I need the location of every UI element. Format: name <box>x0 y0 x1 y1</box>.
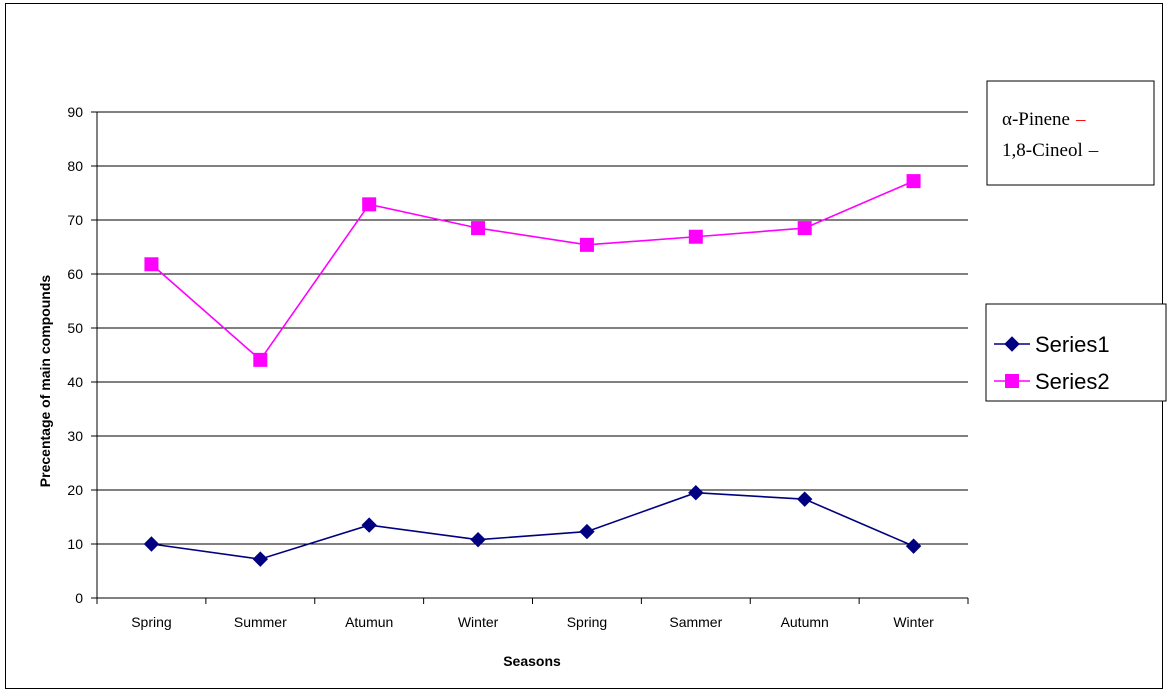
series-line-1 <box>151 491 914 560</box>
data-point-series-2 <box>362 197 377 212</box>
y-tick-label: 40 <box>67 374 83 390</box>
x-tick-label: Spring <box>131 614 171 630</box>
data-point-series-1 <box>905 538 922 554</box>
x-tick-label: Winter <box>893 614 934 630</box>
y-tick-label: 90 <box>67 104 83 120</box>
legend-label-2: Series2 <box>1035 369 1110 394</box>
compound-note-dash-1: – <box>1075 109 1086 130</box>
compound-note-label-2: 1,8-Cineol <box>1002 140 1083 161</box>
data-point-series-1 <box>470 531 486 548</box>
y-tick-label: 80 <box>67 158 83 174</box>
compound-note-border <box>986 80 1155 186</box>
y-tick-label: 50 <box>67 320 83 336</box>
data-point-series-2 <box>797 221 812 236</box>
compound-note-line-2: 1,8-Cineol – <box>1002 140 1099 161</box>
data-point-series-1 <box>361 517 377 533</box>
legend-swatch-marker-2 <box>1005 374 1019 388</box>
data-point-series-2 <box>688 229 703 244</box>
compound-note-label-1: α-Pinene <box>1002 109 1070 130</box>
x-tick-label: Sammer <box>669 614 722 630</box>
y-tick-label: 70 <box>67 212 83 228</box>
data-point-series-1 <box>796 491 813 507</box>
data-point-series-1 <box>252 551 269 567</box>
legend-label-1: Series1 <box>1035 332 1110 357</box>
x-tick-labels: Spring Summer Atumun Winter Spring Sammer Autu… <box>131 614 934 630</box>
legend: Series1 Series2 <box>985 303 1167 402</box>
compound-note-line-1: α-Pinene – <box>1002 109 1086 130</box>
x-tick-label: Spring <box>567 614 607 630</box>
data-point-series-2 <box>579 237 594 252</box>
y-axis-title: Precentage of main compounds <box>37 275 53 488</box>
y-tick-label: 10 <box>67 536 83 552</box>
x-tick-label: Autumn <box>781 614 829 630</box>
legend-swatch-marker-1 <box>1004 336 1020 352</box>
data-point-series-2 <box>471 221 486 236</box>
gridlines <box>97 111 968 545</box>
y-tick-labels: 0 10 20 30 40 50 60 70 80 90 <box>67 104 83 606</box>
y-tick-label: 20 <box>67 482 83 498</box>
compound-note-box: α-Pinene – 1,8-Cineol – <box>986 80 1155 186</box>
data-point-series-2 <box>144 257 159 272</box>
x-axis-title: Seasons <box>503 653 561 669</box>
x-tick-label: Atumun <box>345 614 393 630</box>
x-tick-label: Winter <box>458 614 499 630</box>
data-point-series-1 <box>143 536 160 552</box>
y-tick-label: 30 <box>67 428 83 444</box>
series-group <box>143 174 922 567</box>
data-point-series-1 <box>579 523 595 540</box>
compound-note-dash-2: – <box>1088 140 1099 161</box>
axes <box>91 111 969 604</box>
y-tick-label: 60 <box>67 266 83 282</box>
x-tick-label: Summer <box>234 614 287 630</box>
data-point-series-1 <box>688 484 704 501</box>
series-line-2 <box>150 180 914 362</box>
y-tick-label: 0 <box>75 590 83 606</box>
data-point-series-2 <box>906 174 921 189</box>
data-point-series-2 <box>253 352 268 367</box>
